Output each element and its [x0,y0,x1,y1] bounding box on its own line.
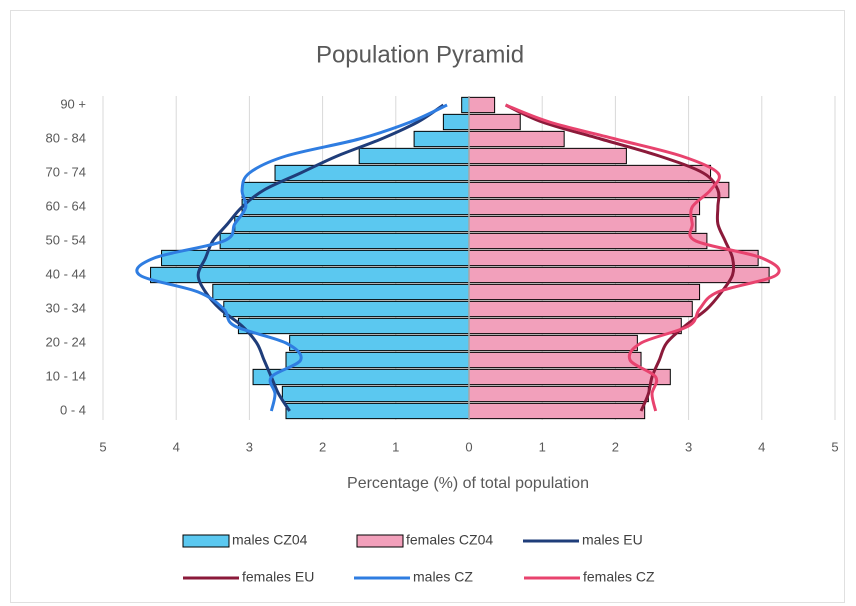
bar [358,147,470,165]
bar [468,147,627,165]
series-line [505,103,781,412]
bar [241,198,470,216]
bar [252,368,470,386]
y-tick-label: 30 - 34 [46,300,86,315]
bar [468,266,770,284]
bar [289,334,470,352]
x-tick-label: 5 [99,439,106,454]
series-line [504,103,736,412]
bar [468,283,701,301]
y-tick-label: 60 - 64 [46,198,86,213]
legend-text: males EU [582,532,643,548]
bar [234,215,470,233]
y-tick-label: 20 - 24 [46,334,86,349]
bar [468,385,649,403]
x-tick-label: 4 [758,439,765,454]
bar [281,385,470,403]
x-tick-label: 0 [465,439,472,454]
bar [468,130,565,148]
legend-text: males CZ04 [232,532,308,548]
bar [468,402,646,420]
bar [468,181,730,199]
x-tick-label: 3 [246,439,253,454]
x-axis-title: Percentage (%) of total population [347,475,589,492]
bar [468,215,697,233]
bar [468,368,671,386]
bar [413,130,470,148]
bar [468,351,642,369]
bar [461,96,470,114]
x-tick-label: 5 [831,439,838,454]
legend-swatch [182,534,230,548]
legend-text: females CZ04 [406,532,493,548]
bar [442,113,470,131]
y-tick-label: 90 + [60,96,86,111]
legend-text: females EU [242,569,314,585]
x-tick-label: 3 [685,439,692,454]
bar [219,232,470,250]
y-tick-label: 10 - 14 [46,368,86,383]
legend-swatch [356,534,404,548]
bar [237,317,470,335]
bar [223,300,470,318]
x-tick-label: 2 [319,439,326,454]
y-tick-label: 50 - 54 [46,232,86,247]
series-line [135,103,448,412]
chart-title: Population Pyramid [316,41,524,68]
series-line [196,103,445,412]
bar [468,164,712,182]
y-tick-label: 80 - 84 [46,130,86,145]
y-tick-label: 70 - 74 [46,164,86,179]
x-tick-label: 2 [612,439,619,454]
bar [285,402,470,420]
bar [468,113,521,131]
y-tick-label: 40 - 44 [46,266,86,281]
bar [468,96,496,114]
legend-text: females CZ [583,569,655,585]
x-tick-label: 4 [173,439,180,454]
legend-text: males CZ [413,569,473,585]
x-tick-label: 1 [539,439,546,454]
bar [468,317,682,335]
bar [468,334,638,352]
bar [468,249,759,267]
bar [285,351,470,369]
bar [468,232,708,250]
bar [468,300,693,318]
bar [212,283,470,301]
x-tick-label: 1 [392,439,399,454]
bar [468,198,701,216]
y-tick-label: 0 - 4 [60,402,86,417]
